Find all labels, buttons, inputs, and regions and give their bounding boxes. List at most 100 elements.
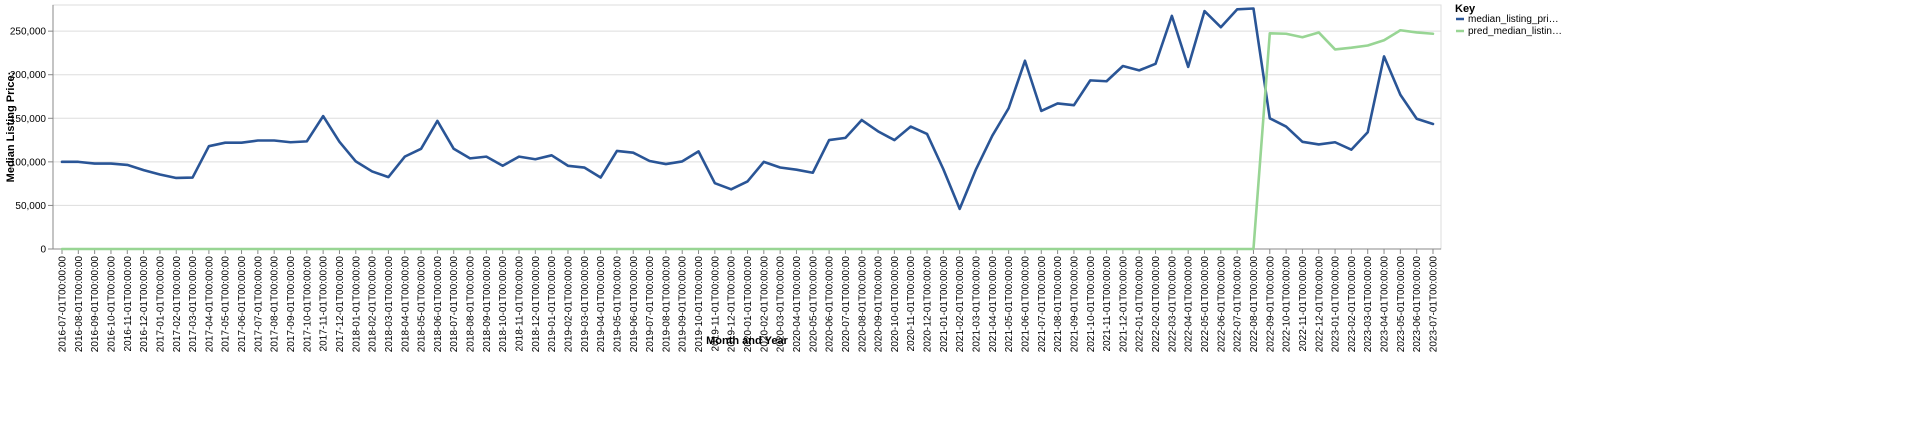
x-tick-label: 2021-11-01T00:00:00 <box>1102 256 1113 352</box>
series-line-1 <box>60 28 1435 251</box>
x-tick-label: 2020-07-01T00:00:00 <box>841 256 852 353</box>
x-tick-label: 2021-01-01T00:00:00 <box>939 256 950 353</box>
x-tick-label: 2023-04-01T00:00:00 <box>1380 256 1391 353</box>
x-tick-label: 2018-08-01T00:00:00 <box>466 256 477 353</box>
series-line-0 <box>60 7 1435 211</box>
legend: Key median_listing_pri…pred_median_listi… <box>1455 3 1562 37</box>
x-tick-label: 2018-10-01T00:00:00 <box>498 256 509 353</box>
legend-entry-label: pred_median_listin… <box>1468 26 1562 37</box>
x-tick-label: 2016-07-01T00:00:00 <box>58 256 69 353</box>
x-tick-label: 2016-10-01T00:00:00 <box>106 256 117 353</box>
x-tick-label: 2017-11-01T00:00:00 <box>319 256 330 352</box>
x-tick-label: 2021-09-01T00:00:00 <box>1069 256 1080 353</box>
x-tick-label: 2019-12-01T00:00:00 <box>727 256 738 353</box>
x-tick-label: 2017-06-01T00:00:00 <box>237 256 248 353</box>
x-tick-label: 2021-10-01T00:00:00 <box>1086 256 1097 353</box>
x-tick-label: 2022-09-01T00:00:00 <box>1265 256 1276 353</box>
x-tick-label: 2019-02-01T00:00:00 <box>563 256 574 353</box>
x-tick-label: 2023-05-01T00:00:00 <box>1396 256 1407 353</box>
x-tick-label: 2020-01-01T00:00:00 <box>743 256 754 353</box>
x-tick-label: 2022-02-01T00:00:00 <box>1151 256 1162 353</box>
y-tick-label: 200,000 <box>10 70 47 81</box>
x-tick-label: 2021-12-01T00:00:00 <box>1118 256 1129 353</box>
x-tick-label: 2017-03-01T00:00:00 <box>188 256 199 353</box>
x-tick-label: 2018-01-01T00:00:00 <box>351 256 362 353</box>
x-axis-title: Month and Year <box>706 335 788 347</box>
x-tick-label: 2019-06-01T00:00:00 <box>629 256 640 353</box>
x-axis-ticks: 2016-07-01T00:00:00 2016-08-01T00:00:00 20… <box>58 249 1440 352</box>
y-axis-title: Median Listing Price: <box>5 72 17 183</box>
x-tick-label: 2021-08-01T00:00:00 <box>1053 256 1064 353</box>
x-tick-label: 2019-11-01T00:00:00 <box>710 256 721 352</box>
x-tick-label: 2020-11-01T00:00:00 <box>906 256 917 352</box>
x-tick-label: 2018-03-01T00:00:00 <box>384 256 395 353</box>
x-tick-label: 2016-08-01T00:00:00 <box>74 256 85 353</box>
x-tick-label: 2022-03-01T00:00:00 <box>1167 256 1178 353</box>
x-tick-label: 2022-10-01T00:00:00 <box>1282 256 1293 353</box>
x-tick-label: 2021-04-01T00:00:00 <box>988 256 999 353</box>
x-tick-label: 2020-04-01T00:00:00 <box>792 256 803 353</box>
x-tick-label: 2021-07-01T00:00:00 <box>1037 256 1048 353</box>
x-tick-label: 2019-08-01T00:00:00 <box>661 256 672 353</box>
y-tick-label: 0 <box>40 245 46 256</box>
x-tick-label: 2022-04-01T00:00:00 <box>1184 256 1195 353</box>
axes <box>52 5 1441 250</box>
x-tick-label: 2016-09-01T00:00:00 <box>90 256 101 353</box>
x-tick-label: 2017-12-01T00:00:00 <box>335 256 346 353</box>
x-tick-label: 2023-01-01T00:00:00 <box>1331 256 1342 353</box>
gridlines <box>52 4 1442 250</box>
y-axis-ticks: 0 50,000 100,000 150,000 200,000 250,000 <box>10 27 53 256</box>
x-tick-label: 2019-10-01T00:00:00 <box>694 256 705 353</box>
legend-entry-label: median_listing_pri… <box>1468 14 1559 25</box>
x-tick-label: 2019-04-01T00:00:00 <box>596 256 607 353</box>
x-tick-label: 2018-12-01T00:00:00 <box>531 256 542 353</box>
x-tick-label: 2019-01-01T00:00:00 <box>547 256 558 353</box>
x-tick-label: 2022-11-01T00:00:00 <box>1298 256 1309 352</box>
x-tick-label: 2022-08-01T00:00:00 <box>1249 256 1260 353</box>
x-tick-label: 2020-08-01T00:00:00 <box>857 256 868 353</box>
x-tick-label: 2019-03-01T00:00:00 <box>580 256 591 353</box>
x-tick-label: 2022-05-01T00:00:00 <box>1200 256 1211 353</box>
x-tick-label: 2020-05-01T00:00:00 <box>808 256 819 353</box>
x-tick-label: 2017-07-01T00:00:00 <box>253 256 264 353</box>
x-tick-label: 2020-10-01T00:00:00 <box>890 256 901 353</box>
x-tick-label: 2017-04-01T00:00:00 <box>204 256 215 353</box>
x-tick-label: 2018-04-01T00:00:00 <box>400 256 411 353</box>
x-tick-label: 2018-11-01T00:00:00 <box>515 256 526 352</box>
x-tick-label: 2018-09-01T00:00:00 <box>482 256 493 353</box>
x-tick-label: 2022-01-01T00:00:00 <box>1135 256 1146 353</box>
x-tick-label: 2017-09-01T00:00:00 <box>286 256 297 353</box>
x-tick-label: 2018-06-01T00:00:00 <box>433 256 444 353</box>
x-tick-label: 2017-01-01T00:00:00 <box>155 256 166 353</box>
x-tick-label: 2017-02-01T00:00:00 <box>172 256 183 353</box>
plot-frame <box>52 4 1442 250</box>
x-tick-label: 2023-02-01T00:00:00 <box>1347 256 1358 353</box>
x-tick-label: 2018-05-01T00:00:00 <box>417 256 428 353</box>
x-tick-label: 2023-03-01T00:00:00 <box>1363 256 1374 353</box>
x-tick-label: 2022-07-01T00:00:00 <box>1233 256 1244 353</box>
x-tick-label: 2016-11-01T00:00:00 <box>123 256 134 352</box>
series-lines <box>60 7 1435 251</box>
x-tick-label: 2022-06-01T00:00:00 <box>1216 256 1227 353</box>
x-tick-label: 2019-05-01T00:00:00 <box>612 256 623 353</box>
x-tick-label: 2020-06-01T00:00:00 <box>825 256 836 353</box>
x-tick-label: 2018-02-01T00:00:00 <box>368 256 379 353</box>
x-tick-label: 2017-05-01T00:00:00 <box>221 256 232 353</box>
y-tick-label: 150,000 <box>10 114 47 125</box>
x-tick-label: 2020-09-01T00:00:00 <box>874 256 885 353</box>
x-tick-label: 2021-05-01T00:00:00 <box>1004 256 1015 353</box>
y-tick-label: 50,000 <box>15 201 46 212</box>
x-tick-label: 2021-02-01T00:00:00 <box>955 256 966 353</box>
x-tick-label: 2019-07-01T00:00:00 <box>645 256 656 353</box>
legend-title: Key <box>1455 3 1476 15</box>
y-tick-label: 100,000 <box>10 157 47 168</box>
x-tick-label: 2023-06-01T00:00:00 <box>1412 256 1423 353</box>
x-tick-label: 2016-12-01T00:00:00 <box>139 256 150 353</box>
x-tick-label: 2017-08-01T00:00:00 <box>270 256 281 353</box>
x-tick-label: 2020-03-01T00:00:00 <box>776 256 787 353</box>
x-tick-label: 2019-09-01T00:00:00 <box>678 256 689 353</box>
x-tick-label: 2020-02-01T00:00:00 <box>759 256 770 353</box>
y-tick-label: 250,000 <box>10 27 47 38</box>
x-tick-label: 2021-03-01T00:00:00 <box>972 256 983 353</box>
